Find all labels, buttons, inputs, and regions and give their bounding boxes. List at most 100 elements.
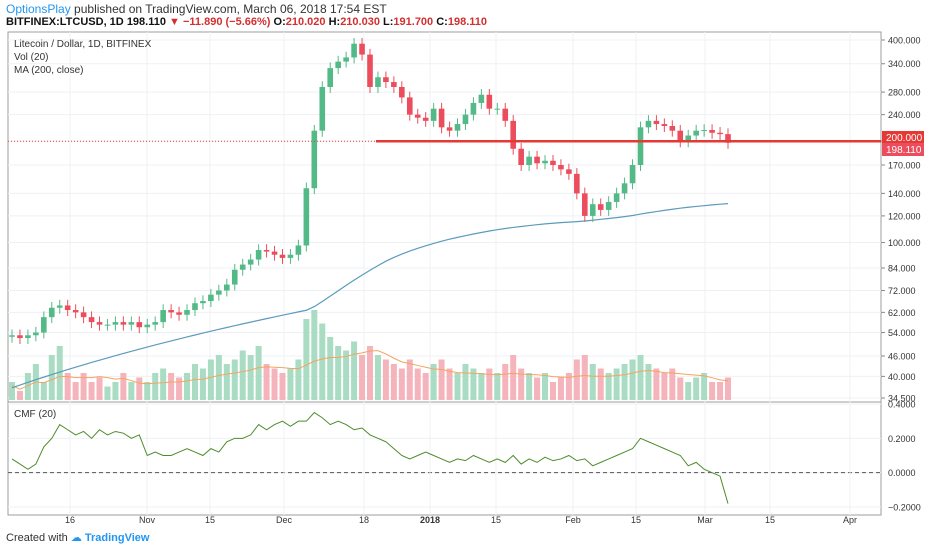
candle-body xyxy=(104,324,111,326)
candle-body xyxy=(589,204,596,216)
candle-body xyxy=(645,120,652,128)
candle-body xyxy=(422,117,429,121)
author-link[interactable]: OptionsPlay xyxy=(6,2,71,16)
published-text: published on TradingView.com, March 06, … xyxy=(74,2,387,16)
volume-bar xyxy=(359,355,366,400)
volume-bar xyxy=(319,323,326,400)
candle-body xyxy=(717,132,723,135)
candle-body xyxy=(414,114,421,118)
candle-body xyxy=(48,307,55,318)
volume-bar xyxy=(279,373,286,400)
volume-bar xyxy=(637,355,644,400)
x-tick-label: 16 xyxy=(65,515,75,525)
candle-body xyxy=(725,134,731,143)
candle-body xyxy=(319,86,326,131)
volume-bar xyxy=(48,355,55,400)
volume-bar xyxy=(80,373,87,400)
candle-body xyxy=(128,322,135,325)
volume-bar xyxy=(96,377,103,400)
volume-bar xyxy=(374,355,381,400)
candle-body xyxy=(375,77,381,87)
candle-body xyxy=(351,43,357,58)
close-value: 198.110 xyxy=(447,16,487,28)
volume-bar xyxy=(725,377,731,400)
candle-body xyxy=(224,284,230,291)
volume-bar xyxy=(144,382,151,400)
volume-bar xyxy=(677,377,684,400)
x-tick-label: 15 xyxy=(765,515,775,525)
volume-bar xyxy=(24,373,31,400)
volume-bar xyxy=(629,359,636,400)
x-tick-label: 18 xyxy=(359,515,369,525)
y-tick-label: 170.000 xyxy=(888,161,921,171)
volume-bar xyxy=(701,373,708,400)
cmf-tick-label: −0.2000 xyxy=(888,503,921,513)
tradingview-brand[interactable]: TradingView xyxy=(84,532,150,544)
candle-body xyxy=(597,204,604,210)
candle-body xyxy=(566,169,572,174)
x-tick-label: 15 xyxy=(205,515,215,525)
y-tick-label: 400.000 xyxy=(888,36,921,46)
volume-bar xyxy=(390,364,397,400)
x-tick-label: 15 xyxy=(491,515,501,525)
candle-body xyxy=(208,294,214,302)
symbol-label: BITFINEX:LTCUSD, 1D xyxy=(6,16,124,28)
candle-body xyxy=(478,94,485,103)
created-with-text: Created with xyxy=(6,532,68,544)
volume-bar xyxy=(534,377,541,400)
x-tick-label: Mar xyxy=(697,515,713,525)
volume-bar xyxy=(542,373,549,400)
volume-bar xyxy=(207,359,214,400)
candle-body xyxy=(335,61,341,69)
volume-bar xyxy=(621,364,628,400)
last-value: 198.110 xyxy=(126,16,166,28)
volume-bar xyxy=(526,373,533,400)
candle-body xyxy=(446,127,453,131)
volume-bar xyxy=(367,346,373,400)
volume-bar xyxy=(462,364,469,400)
candle-body xyxy=(136,322,143,328)
volume-bar xyxy=(549,382,556,400)
volume-bar xyxy=(303,319,310,400)
y-tick-label: 340.000 xyxy=(888,59,921,69)
candle-body xyxy=(534,156,540,164)
time-axis: 16 Nov 15 Dec 18 2018 15 Feb 15 Mar 15 Apr xyxy=(65,515,857,525)
volume-bar xyxy=(518,368,525,400)
volume-bar xyxy=(56,346,63,400)
y-tick-label: 54.000 xyxy=(888,328,916,338)
volume-bar xyxy=(510,355,517,400)
volume-bar xyxy=(454,373,461,400)
candle-body xyxy=(247,259,254,265)
candle-body xyxy=(693,130,699,136)
volume-bar xyxy=(693,377,700,400)
candle-body xyxy=(391,82,397,87)
volume-bar xyxy=(661,373,668,400)
candle-body xyxy=(526,156,532,166)
volume-bar xyxy=(565,373,572,400)
candle-body xyxy=(64,305,71,311)
volume-bar xyxy=(168,373,175,400)
candle-body xyxy=(558,165,564,170)
candle-body xyxy=(255,250,262,260)
candle-body xyxy=(303,188,310,246)
candle-body xyxy=(637,127,644,166)
volume-bar xyxy=(573,359,580,400)
candle-body xyxy=(406,97,413,115)
volume-bar xyxy=(160,368,167,400)
volume-bar xyxy=(470,368,477,400)
volume-bar xyxy=(311,310,318,400)
chart-title: Litecoin / Dollar, 1D, BITFINEX xyxy=(14,39,152,50)
candle-body xyxy=(613,193,620,202)
x-tick-label: 15 xyxy=(631,515,641,525)
candle-body xyxy=(192,303,198,311)
volume-bar xyxy=(597,368,604,400)
candle-body xyxy=(120,322,127,325)
x-tick-label: Nov xyxy=(139,515,156,525)
y-tick-label: 62.000 xyxy=(888,308,916,318)
low-label: L: xyxy=(383,16,394,28)
candle-body xyxy=(518,148,524,166)
candle-body xyxy=(152,322,158,325)
candle-body xyxy=(502,108,509,121)
candle-body xyxy=(359,43,365,55)
